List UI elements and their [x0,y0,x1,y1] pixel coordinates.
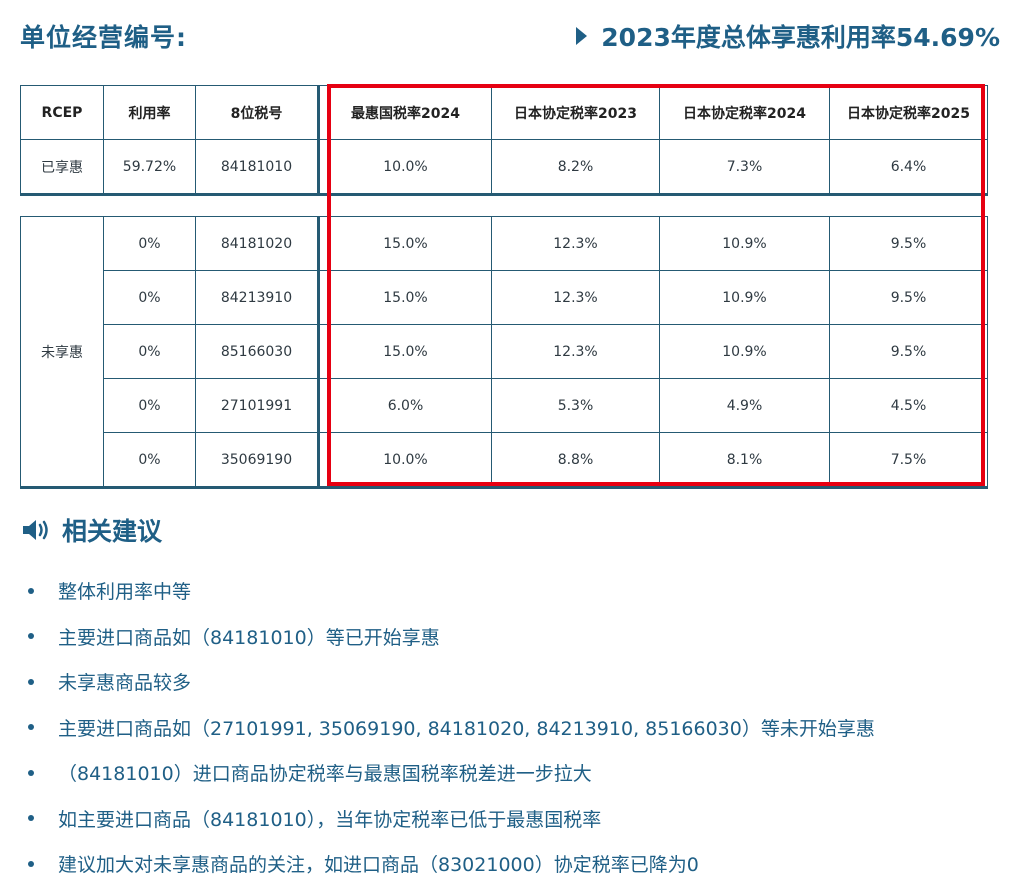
advice-title-text: 相关建议 [62,517,163,546]
table-row: 0% 27101991 6.0% 5.3% 4.9% 4.5% [21,378,988,433]
cell-japan-2023: 12.3% [491,270,660,325]
cell-utilization: 0% [103,270,196,325]
cell-utilization: 0% [103,216,196,271]
list-item: 主要进口商品如（27101991, 35069190, 84181020, 84… [20,705,875,751]
cell-tariff-code: 35069190 [195,432,319,489]
cell-japan-2024: 8.1% [659,432,830,489]
cell-mfn-2024: 6.0% [317,378,492,433]
cell-japan-2025: 9.5% [829,216,988,271]
advice-text: 如主要进口商品（84181010），当年协定税率已低于最惠国税率 [58,808,602,831]
advice-text: 主要进口商品如（84181010）等已开始享惠 [58,626,440,649]
cell-japan-2025: 9.5% [829,270,988,325]
header-japan-2024: 日本协定税率2024 [659,85,830,140]
advice-text: （84181010）进口商品协定税率与最惠国税率税差进一步拉大 [58,763,592,786]
list-item: 如主要进口商品（84181010），当年协定税率已低于最惠国税率 [20,796,875,842]
cell-japan-2024: 7.3% [659,139,830,196]
table-row: 已享惠 59.72% 84181010 10.0% 8.2% 7.3% 6.4% [20,139,988,196]
cell-utilization: 0% [103,324,196,379]
cell-tariff-code: 84181010 [195,139,319,196]
advice-list: 整体利用率中等 主要进口商品如（84181010）等已开始享惠 未享惠商品较多 … [20,568,875,887]
table-row: 0% 35069190 10.0% 8.8% 8.1% 7.5% [21,432,988,489]
header-rcep: RCEP [20,85,104,140]
cell-mfn-2024: 15.0% [317,216,492,271]
list-item: 建议加大对未享惠商品的关注，如进口商品（83021000）协定税率已降为0 [20,841,875,887]
cell-mfn-2024: 10.0% [317,432,492,489]
not-enjoyed-label: 未享惠 [20,216,104,489]
bullet-icon [28,769,34,776]
cell-japan-2025: 7.5% [829,432,988,489]
bullet-icon [28,860,34,867]
advice-text: 整体利用率中等 [58,581,192,604]
bullet-icon [28,678,34,685]
utilization-summary: 2023年度总体享惠利用率54.69% [576,18,1000,54]
unit-number-label: 单位经营编号: [20,23,187,52]
enjoyed-label: 已享惠 [20,139,104,196]
triangle-right-icon [576,27,588,45]
cell-japan-2024: 10.9% [659,324,830,379]
cell-tariff-code: 27101991 [195,378,319,433]
header: 单位经营编号: 2023年度总体享惠利用率54.69% [20,18,1000,58]
cell-japan-2025: 9.5% [829,324,988,379]
cell-tariff-code: 85166030 [195,324,319,379]
bullet-icon [28,724,34,731]
utilization-summary-text: 2023年度总体享惠利用率54.69% [601,23,1000,52]
advice-title: 相关建议 [20,512,162,548]
list-item: 未享惠商品较多 [20,659,875,705]
table-row: 0% 85166030 15.0% 12.3% 10.9% 9.5% [21,324,988,379]
header-utilization: 利用率 [103,85,196,140]
cell-japan-2024: 10.9% [659,270,830,325]
header-japan-2023: 日本协定税率2023 [491,85,660,140]
header-tariff-code: 8位税号 [195,85,319,140]
cell-mfn-2024: 15.0% [317,270,492,325]
cell-japan-2023: 12.3% [491,216,660,271]
not-enjoyed-tariff-table: 未享惠 0% 84181020 15.0% 12.3% 10.9% 9.5% 0… [20,216,988,489]
cell-japan-2024: 4.9% [659,378,830,433]
bullet-icon [28,815,34,822]
cell-mfn-2024: 10.0% [317,139,492,196]
cell-japan-2024: 10.9% [659,216,830,271]
cell-utilization: 59.72% [103,139,196,196]
cell-japan-2023: 12.3% [491,324,660,379]
advice-text: 建议加大对未享惠商品的关注，如进口商品（83021000）协定税率已降为0 [58,854,699,877]
enjoyed-tariff-table: RCEP 利用率 8位税号 最惠国税率2024 日本协定税率2023 日本协定税… [20,85,988,196]
cell-tariff-code: 84181020 [195,216,319,271]
cell-japan-2025: 4.5% [829,378,988,433]
cell-japan-2025: 6.4% [829,139,988,196]
bullet-icon [28,587,34,594]
cell-mfn-2024: 15.0% [317,324,492,379]
table-row: 未享惠 0% 84181020 15.0% 12.3% 10.9% 9.5% [20,216,988,489]
cell-tariff-code: 84213910 [195,270,319,325]
cell-japan-2023: 8.2% [491,139,660,196]
table-row: 0% 84213910 15.0% 12.3% 10.9% 9.5% [21,270,988,325]
speaker-icon [23,520,48,540]
cell-japan-2023: 5.3% [491,378,660,433]
advice-text: 主要进口商品如（27101991, 35069190, 84181020, 84… [58,717,875,740]
cell-utilization: 0% [103,432,196,489]
list-item: （84181010）进口商品协定税率与最惠国税率税差进一步拉大 [20,750,875,796]
header-japan-2025: 日本协定税率2025 [829,85,988,140]
header-mfn-2024: 最惠国税率2024 [317,85,492,140]
cell-utilization: 0% [103,378,196,433]
list-item: 主要进口商品如（84181010）等已开始享惠 [20,614,875,660]
cell-japan-2023: 8.8% [491,432,660,489]
list-item: 整体利用率中等 [20,568,875,614]
advice-text: 未享惠商品较多 [58,672,192,695]
table-header-row: RCEP 利用率 8位税号 最惠国税率2024 日本协定税率2023 日本协定税… [20,85,988,140]
bullet-icon [28,633,34,640]
